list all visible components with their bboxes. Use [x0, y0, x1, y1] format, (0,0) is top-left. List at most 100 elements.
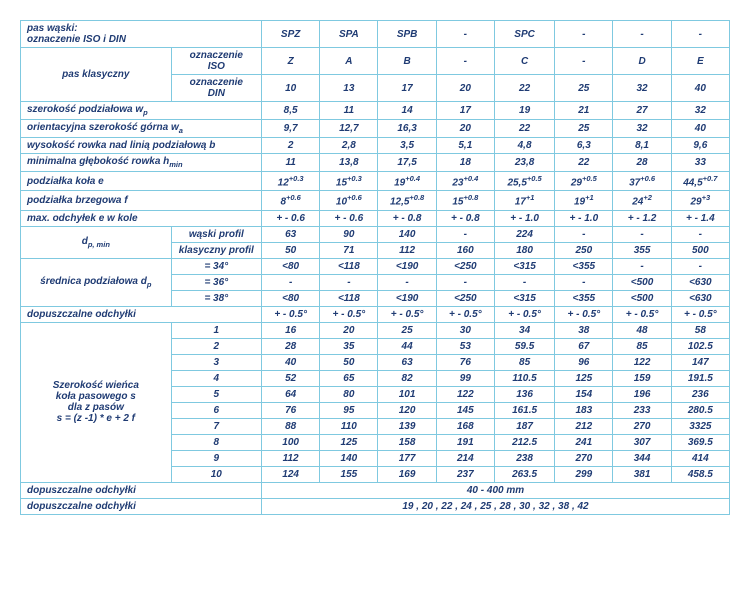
- max-odch-2: + - 0.8: [378, 210, 436, 226]
- waski-profil-7: -: [671, 226, 729, 242]
- ozn-din-2: 17: [378, 75, 436, 102]
- a38-2: <190: [378, 290, 436, 306]
- wys-rowka-0: 2: [262, 138, 320, 154]
- szer-wienca-r0-3: 30: [436, 322, 494, 338]
- v-belt-pulley-table: pas wąski:oznaczenie ISO i DINSPZSPASPB-…: [20, 20, 730, 515]
- ozn-iso-0: Z: [262, 48, 320, 75]
- lbl-a36: = 36°: [171, 274, 261, 290]
- wys-rowka-4: 4,8: [494, 138, 554, 154]
- a34-6: -: [613, 258, 671, 274]
- szer-wienca-r8-7: 414: [671, 450, 729, 466]
- szer-wienca-r5-5: 183: [555, 402, 613, 418]
- a34-0: <80: [262, 258, 320, 274]
- ozn-iso-4: C: [494, 48, 554, 75]
- a34-2: <190: [378, 258, 436, 274]
- a34-5: <355: [555, 258, 613, 274]
- podz-kola-7: 44,5+0.7: [671, 172, 729, 191]
- wys-rowka-7: 9,6: [671, 138, 729, 154]
- podz-kola-0: 12+0.3: [262, 172, 320, 191]
- a34-3: <250: [436, 258, 494, 274]
- lbl-dop-odch2: dopuszczalne odchyłki: [21, 482, 262, 498]
- szer-wienca-r2-7: 147: [671, 354, 729, 370]
- szer-wienca-r4-7: 236: [671, 386, 729, 402]
- szer-wienca-r9-2: 169: [378, 466, 436, 482]
- ozn-din-6: 32: [613, 75, 671, 102]
- szer-wienca-r7-6: 307: [613, 434, 671, 450]
- min-gleb-5: 22: [555, 154, 613, 172]
- a34-7: -: [671, 258, 729, 274]
- a36-1: -: [320, 274, 378, 290]
- lbl-a38: = 38°: [171, 290, 261, 306]
- podz-brzeg-1: 10+0.6: [320, 191, 378, 210]
- orient-szer-3: 20: [436, 120, 494, 138]
- ozn-iso-7: E: [671, 48, 729, 75]
- szer-wienca-r5-1: 95: [320, 402, 378, 418]
- szer-wienca-idx-7: 8: [171, 434, 261, 450]
- klas-profil-0: 50: [262, 242, 320, 258]
- szer-wienca-r8-1: 140: [320, 450, 378, 466]
- szer-wienca-r2-4: 85: [494, 354, 554, 370]
- lbl-ozn-iso: oznaczenieISO: [171, 48, 261, 75]
- a38-3: <250: [436, 290, 494, 306]
- szer-wienca-r4-4: 136: [494, 386, 554, 402]
- ozn-din-3: 20: [436, 75, 494, 102]
- szer-wienca-r3-0: 52: [262, 370, 320, 386]
- szer-wienca-r4-5: 154: [555, 386, 613, 402]
- col-header-4: SPC: [494, 21, 554, 48]
- szer-wienca-r3-6: 159: [613, 370, 671, 386]
- lbl-podz-brzeg: podziałka brzegowa f: [21, 191, 262, 210]
- min-gleb-0: 11: [262, 154, 320, 172]
- lbl-dop-odch3: dopuszczalne odchyłki: [21, 498, 262, 514]
- podz-kola-2: 19+0.4: [378, 172, 436, 191]
- szer-wienca-r9-5: 299: [555, 466, 613, 482]
- col-header-1: SPA: [320, 21, 378, 48]
- min-gleb-2: 17,5: [378, 154, 436, 172]
- szer-wienca-r0-5: 38: [555, 322, 613, 338]
- lbl-min-gleb: minimalna głębokość rowka hmin: [21, 154, 262, 172]
- szer-wienca-r6-2: 139: [378, 418, 436, 434]
- szer-wienca-idx-1: 2: [171, 338, 261, 354]
- szer-wienca-r2-0: 40: [262, 354, 320, 370]
- podz-brzeg-5: 19+1: [555, 191, 613, 210]
- ozn-din-4: 22: [494, 75, 554, 102]
- szer-wienca-r5-0: 76: [262, 402, 320, 418]
- szer-wienca-r5-7: 280.5: [671, 402, 729, 418]
- a36-5: -: [555, 274, 613, 290]
- min-gleb-4: 23,8: [494, 154, 554, 172]
- szer-wienca-r3-7: 191.5: [671, 370, 729, 386]
- szer-wienca-r9-7: 458.5: [671, 466, 729, 482]
- waski-profil-2: 140: [378, 226, 436, 242]
- szer-wienca-r1-5: 67: [555, 338, 613, 354]
- ozn-din-7: 40: [671, 75, 729, 102]
- a36-2: -: [378, 274, 436, 290]
- szer-wienca-r3-4: 110.5: [494, 370, 554, 386]
- szer-wienca-r7-4: 212.5: [494, 434, 554, 450]
- szer-wienca-r8-3: 214: [436, 450, 494, 466]
- dop-odch1-1: + - 0.5°: [320, 306, 378, 322]
- row-pas-klasyczny: pas klasyczny: [21, 48, 172, 102]
- orient-szer-1: 12,7: [320, 120, 378, 138]
- orient-szer-0: 9,7: [262, 120, 320, 138]
- szer-wienca-r8-0: 112: [262, 450, 320, 466]
- wys-rowka-6: 8,1: [613, 138, 671, 154]
- lbl-max-odch: max. odchyłek e w kole: [21, 210, 262, 226]
- szer-wienca-idx-9: 10: [171, 466, 261, 482]
- lbl-dop-odch1: dopuszczalne odchyłki: [21, 306, 262, 322]
- szer-podz-3: 17: [436, 102, 494, 120]
- szer-wienca-r0-2: 25: [378, 322, 436, 338]
- szer-wienca-r4-0: 64: [262, 386, 320, 402]
- szer-podz-1: 11: [320, 102, 378, 120]
- klas-profil-5: 250: [555, 242, 613, 258]
- podz-brzeg-6: 24+2: [613, 191, 671, 210]
- szer-podz-6: 27: [613, 102, 671, 120]
- szer-wienca-r8-5: 270: [555, 450, 613, 466]
- a38-1: <118: [320, 290, 378, 306]
- orient-szer-5: 25: [555, 120, 613, 138]
- szer-wienca-idx-8: 9: [171, 450, 261, 466]
- max-odch-4: + - 1.0: [494, 210, 554, 226]
- szer-wienca-idx-4: 5: [171, 386, 261, 402]
- szer-wienca-r3-1: 65: [320, 370, 378, 386]
- szer-wienca-r7-5: 241: [555, 434, 613, 450]
- szer-wienca-r1-1: 35: [320, 338, 378, 354]
- szer-wienca-r3-2: 82: [378, 370, 436, 386]
